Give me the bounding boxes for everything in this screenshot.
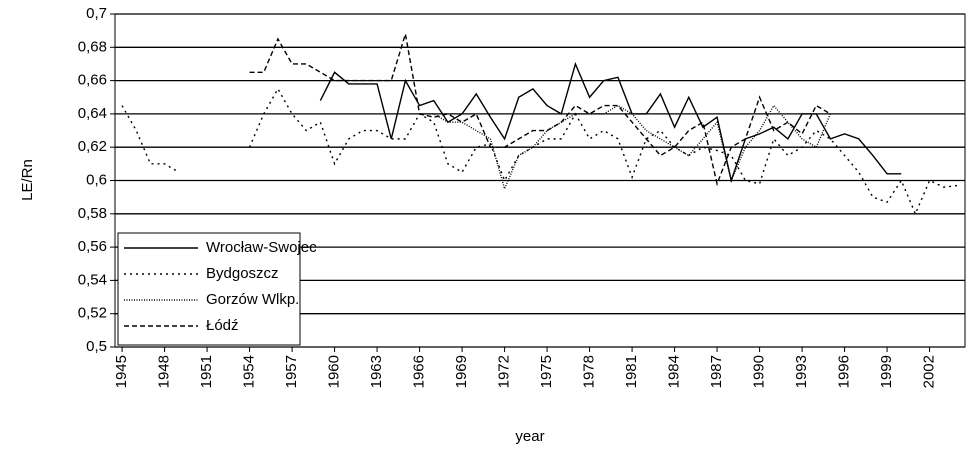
y-tick-label: 0,64 xyxy=(78,105,107,122)
y-tick-label: 0,58 xyxy=(78,205,107,222)
legend-label: Gorzów Wlkp. xyxy=(206,291,299,308)
x-tick-label: 1966 xyxy=(411,355,428,388)
x-tick-label: 1990 xyxy=(751,355,768,388)
x-tick-label: 1945 xyxy=(113,355,130,388)
x-tick-label: 1948 xyxy=(156,355,173,388)
x-tick-label: 1954 xyxy=(241,355,258,388)
x-tick-label: 1981 xyxy=(623,355,640,388)
x-tick-label: 2002 xyxy=(921,355,938,388)
y-axis-title: LE/Rn xyxy=(19,159,36,201)
legend-label: Wrocław-Swojec xyxy=(206,239,317,256)
x-tick-label: 1972 xyxy=(496,355,513,388)
series-line xyxy=(121,105,180,173)
legend-label: Łódź xyxy=(206,317,239,334)
x-tick-label: 1951 xyxy=(198,355,215,388)
y-tick-label: 0,56 xyxy=(78,238,107,255)
x-tick-label: 1993 xyxy=(793,355,810,388)
x-axis-title: year xyxy=(515,428,544,445)
y-tick-label: 0,52 xyxy=(78,305,107,322)
y-tick-label: 0,54 xyxy=(78,271,107,288)
x-tick-label: 1978 xyxy=(581,355,598,388)
legend-label: Bydgoszcz xyxy=(206,265,279,282)
y-tick-label: 0,62 xyxy=(78,138,107,155)
x-tick-label: 1975 xyxy=(538,355,555,388)
x-tick-label: 1963 xyxy=(368,355,385,388)
series-line xyxy=(419,104,832,191)
x-tick-label: 1960 xyxy=(326,355,343,388)
y-tick-label: 0,6 xyxy=(86,171,107,188)
y-tick-label: 0,7 xyxy=(86,5,107,22)
x-tick-label: 1999 xyxy=(878,355,895,388)
x-tick-label: 1957 xyxy=(283,355,300,388)
x-tick-label: 1987 xyxy=(708,355,725,388)
y-tick-label: 0,66 xyxy=(78,72,107,89)
y-tick-label: 0,5 xyxy=(86,338,107,355)
x-tick-label: 1984 xyxy=(666,355,683,388)
y-tick-label: 0,68 xyxy=(78,38,107,55)
x-tick-label: 1969 xyxy=(453,355,470,388)
x-tick-label: 1996 xyxy=(836,355,853,388)
series-line xyxy=(249,33,831,187)
